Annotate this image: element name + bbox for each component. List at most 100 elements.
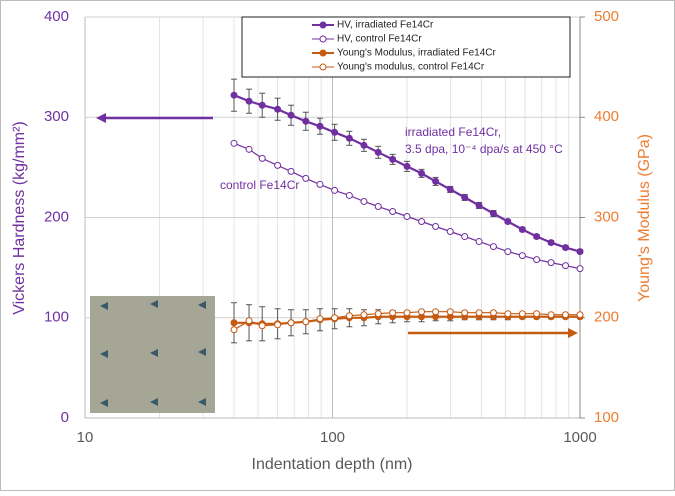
x-tick-label: 1000 [563,429,596,446]
marker [245,97,253,105]
x-axis-label: Indentation depth (nm) [252,456,413,473]
marker [245,145,253,153]
marker [533,233,541,241]
arrow-head [96,113,106,123]
marker [230,91,238,99]
marker [446,228,454,236]
marker [258,101,266,109]
marker [562,244,570,252]
marker [576,311,584,319]
legend-label: HV, control Fe14Cr [337,34,422,45]
marker [418,308,426,316]
marker [230,319,238,327]
marker [360,197,368,205]
indent [198,348,206,356]
marker [562,262,570,270]
marker [360,311,368,319]
x-tick-label: 100 [320,429,345,446]
y-tick-label: 400 [44,8,69,25]
legend-marker [319,35,327,43]
marker [489,309,497,317]
indent [150,398,158,406]
marker [245,317,253,325]
marker [518,226,526,234]
marker [374,310,382,318]
inset-photo [90,296,215,413]
marker [403,212,411,220]
indent [100,350,108,358]
marker [432,177,440,185]
y2-tick-label: 500 [594,8,619,25]
annotation: control Fe14Cr [220,178,299,192]
marker [389,309,397,317]
legend-marker [319,21,327,29]
legend [241,16,571,78]
marker [316,122,324,130]
marker [274,105,282,113]
marker [345,191,353,199]
marker [274,321,282,329]
marker [316,315,324,323]
inset-background [90,296,215,413]
marker [374,148,382,156]
legend-marker [319,63,327,71]
y-tick-label: 0 [61,409,69,426]
marker [475,238,483,246]
marker [403,162,411,170]
indent [198,301,206,309]
indent [150,300,158,308]
marker [389,207,397,215]
marker [475,309,483,317]
marker [461,193,469,201]
y-tick-label: 100 [44,309,69,326]
y2-axis-label: Young's Modulus (GPa) [636,134,653,302]
marker [287,111,295,119]
y-axis-label: Vickers Hardness (kg/mm²) [11,121,28,315]
y-tick-label: 200 [44,208,69,225]
marker [316,180,324,188]
marker [504,310,512,318]
marker [302,117,310,125]
legend-label: Young's Modulus, irradiated Fe14Cr [337,48,497,59]
indent [100,302,108,310]
marker [287,319,295,327]
marker [345,312,353,320]
marker [331,314,339,322]
y2-tick-label: 200 [594,309,619,326]
marker [518,310,526,318]
indent [100,399,108,407]
marker [403,309,411,317]
marker [345,134,353,142]
marker [576,265,584,273]
indent [198,398,206,406]
marker [518,252,526,260]
annotation: irradiated Fe14Cr, [405,125,501,139]
marker [418,169,426,177]
arrow-head [568,328,578,338]
indent [150,349,158,357]
marker [302,318,310,326]
marker [547,239,555,247]
marks [230,78,584,344]
marker [258,322,266,330]
marker [489,243,497,251]
legend-marker [319,49,327,57]
marker [230,326,238,334]
marker [287,167,295,175]
marker [331,186,339,194]
marker [504,248,512,256]
marker [562,311,570,319]
marker [432,308,440,316]
marker [258,154,266,162]
marker [533,256,541,264]
marker [446,308,454,316]
marker [374,202,382,210]
marker [446,185,454,193]
marker [432,223,440,231]
marker [389,155,397,163]
x-tick-label: 10 [77,429,94,446]
marker [360,141,368,149]
y2-tick-label: 100 [594,409,619,426]
marker [230,139,238,147]
